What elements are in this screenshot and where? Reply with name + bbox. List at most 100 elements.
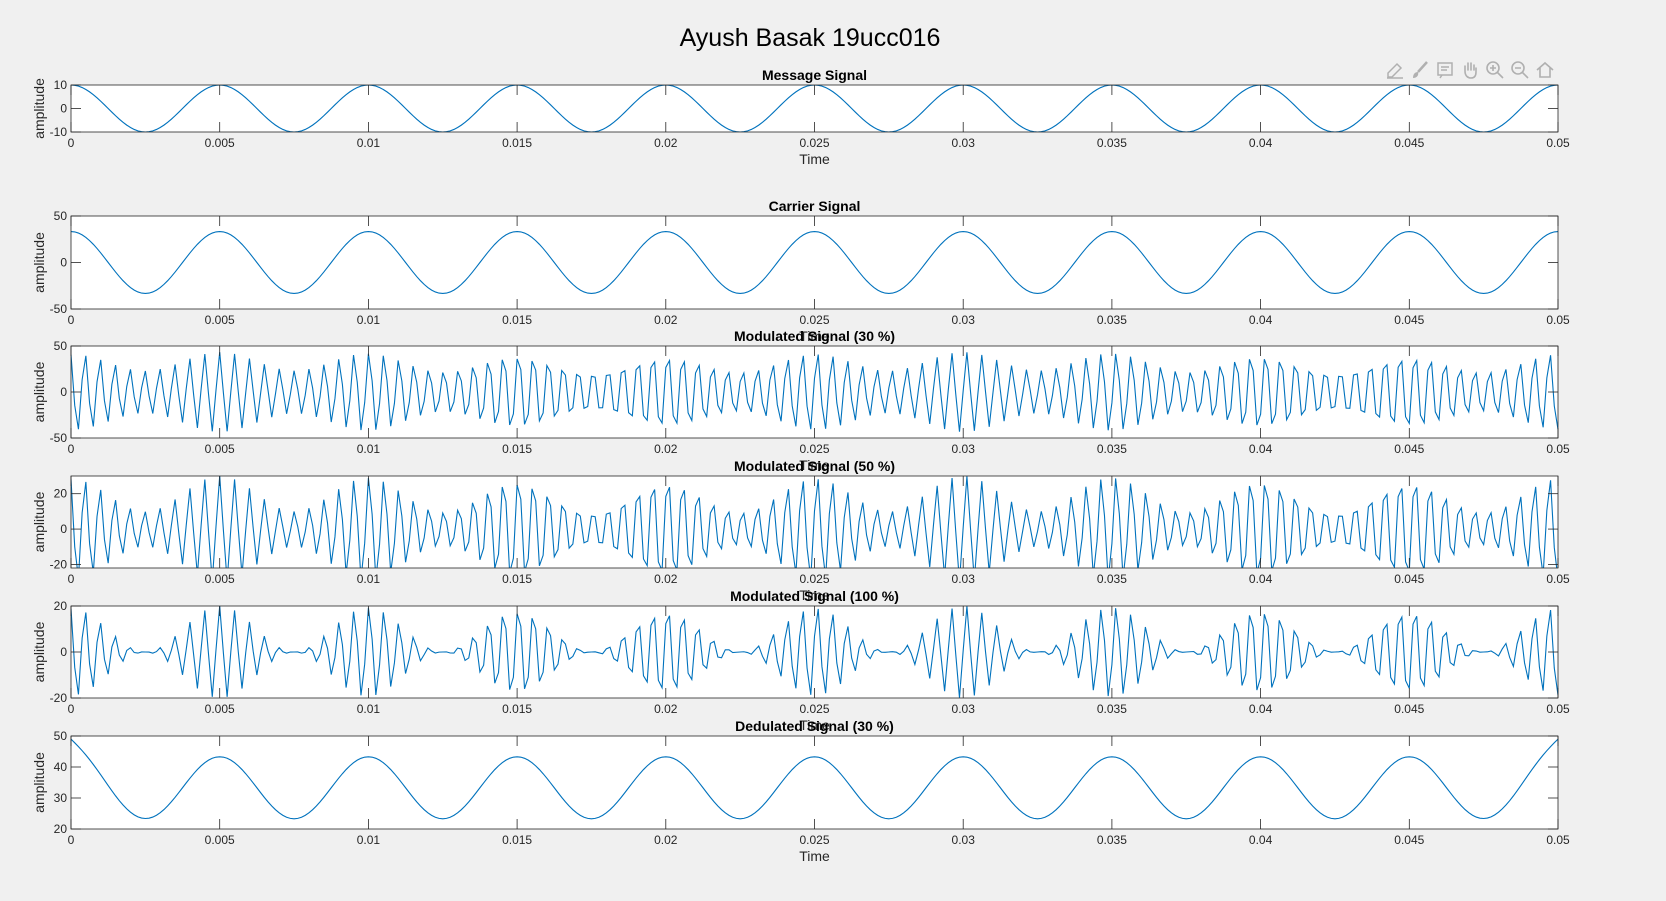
y-tick-label: 0: [60, 256, 67, 270]
x-tick-label: 0.03: [952, 572, 976, 586]
x-tick-label: 0.045: [1394, 833, 1424, 847]
x-tick-label: 0.01: [357, 833, 381, 847]
x-tick-label: 0.025: [799, 702, 829, 716]
x-tick-label: 0.015: [502, 313, 532, 327]
x-tick-label: 0.045: [1394, 136, 1424, 150]
edit-plot-icon: [1387, 62, 1403, 79]
x-tick-label: 0.025: [799, 136, 829, 150]
x-tick-label: 0: [68, 313, 75, 327]
pan-button[interactable]: [1459, 59, 1481, 81]
x-tick-label: 0.04: [1249, 442, 1273, 456]
x-axis-label: Time: [799, 328, 830, 344]
y-tick-label: -20: [50, 691, 68, 705]
plot-area[interactable]: [71, 736, 1558, 829]
x-tick-label: 0.045: [1394, 702, 1424, 716]
y-axis-label: amplitude: [31, 621, 47, 682]
y-tick-label: 10: [54, 78, 68, 92]
x-tick-label: 0: [68, 442, 75, 456]
x-tick-label: 0: [68, 572, 75, 586]
x-tick-label: 0: [68, 833, 75, 847]
subplot-6: 0 0.005 0.01 0.015 0.02 0.025 0.03 0.035 0.04 0.0…: [31, 718, 1570, 864]
x-tick-label: 0.025: [799, 833, 829, 847]
y-tick-label: -50: [50, 302, 68, 316]
subplot-title: Message Signal: [762, 67, 867, 83]
subplot-4: 0 0.005 0.01 0.015 0.02 0.025 0.03 0.035 0.04 0.0…: [31, 458, 1570, 603]
x-tick-label: 0: [68, 136, 75, 150]
y-tick-label: 50: [54, 339, 68, 353]
x-tick-label: 0.01: [357, 702, 381, 716]
subplot-title: Modulated Signal (100 %): [730, 588, 899, 604]
brush-button[interactable]: [1409, 59, 1431, 81]
x-tick-label: 0.03: [952, 442, 976, 456]
x-tick-label: 0.005: [205, 702, 235, 716]
x-tick-label: 0.045: [1394, 572, 1424, 586]
x-tick-label: 0.05: [1546, 313, 1570, 327]
x-tick-label: 0.01: [357, 572, 381, 586]
x-tick-label: 0.04: [1249, 702, 1273, 716]
x-axis-label: Time: [799, 587, 830, 603]
y-tick-label: 20: [54, 599, 68, 613]
plot-area[interactable]: [71, 606, 1558, 698]
x-tick-label: 0: [68, 702, 75, 716]
x-tick-label: 0.03: [952, 313, 976, 327]
y-tick-label: 20: [54, 822, 68, 836]
zoom-out-button[interactable]: [1509, 59, 1531, 81]
y-tick-label: 0: [60, 645, 67, 659]
x-tick-label: 0.025: [799, 313, 829, 327]
x-tick-label: 0.035: [1097, 833, 1127, 847]
x-tick-label: 0.015: [502, 442, 532, 456]
pan-icon: [1464, 62, 1477, 79]
edit-plot-button[interactable]: [1384, 59, 1406, 81]
data-tips-button[interactable]: [1434, 59, 1456, 81]
x-tick-label: 0.04: [1249, 833, 1273, 847]
y-tick-label: 0: [60, 385, 67, 399]
subplot-title: Modulated Signal (30 %): [734, 328, 895, 344]
y-tick-label: -50: [50, 431, 68, 445]
subplot-2: 0 0.005 0.01 0.015 0.02 0.025 0.03 0.035 0.04 0.0…: [31, 198, 1570, 344]
x-tick-label: 0.05: [1546, 833, 1570, 847]
figure-title: Ayush Basak 19ucc016: [679, 24, 941, 52]
plot-area[interactable]: [71, 346, 1558, 438]
y-tick-label: 40: [54, 760, 68, 774]
x-tick-label: 0.05: [1546, 572, 1570, 586]
brush-icon: [1413, 61, 1428, 78]
x-tick-label: 0.04: [1249, 136, 1273, 150]
y-tick-label: 0: [60, 102, 67, 116]
home-button[interactable]: [1534, 59, 1556, 81]
x-tick-label: 0.015: [502, 833, 532, 847]
x-tick-label: 0.035: [1097, 702, 1127, 716]
zoom-out-icon: [1511, 61, 1529, 79]
x-tick-label: 0.025: [799, 572, 829, 586]
x-tick-label: 0.015: [502, 702, 532, 716]
subplot-title: Modulated Signal (50 %): [734, 458, 895, 474]
x-tick-label: 0.05: [1546, 702, 1570, 716]
subplot-3: 0 0.005 0.01 0.015 0.02 0.025 0.03 0.035 0.04 0.0…: [31, 328, 1570, 473]
x-tick-label: 0.02: [654, 572, 678, 586]
axes-toolbar: [1384, 58, 1556, 82]
y-tick-label: 50: [54, 729, 68, 743]
plot-area[interactable]: [71, 476, 1558, 568]
x-axis-label: Time: [799, 848, 830, 864]
zoom-in-button[interactable]: [1484, 59, 1506, 81]
x-tick-label: 0.02: [654, 313, 678, 327]
x-tick-label: 0.03: [952, 833, 976, 847]
x-tick-label: 0.01: [357, 136, 381, 150]
x-tick-label: 0.005: [205, 572, 235, 586]
y-axis-label: amplitude: [31, 491, 47, 552]
y-axis-label: amplitude: [31, 752, 47, 813]
x-tick-label: 0.02: [654, 833, 678, 847]
x-tick-label: 0.03: [952, 136, 976, 150]
x-tick-label: 0.015: [502, 136, 532, 150]
x-tick-label: 0.035: [1097, 136, 1127, 150]
x-axis-label: Time: [799, 717, 830, 733]
y-tick-label: 50: [54, 209, 68, 223]
plot-area[interactable]: [71, 216, 1558, 309]
x-tick-label: 0.01: [357, 442, 381, 456]
x-tick-label: 0.05: [1546, 136, 1570, 150]
x-tick-label: 0.045: [1394, 442, 1424, 456]
y-axis-label: amplitude: [31, 232, 47, 293]
x-tick-label: 0.02: [654, 442, 678, 456]
series-line: [71, 352, 1558, 432]
x-tick-label: 0.005: [205, 833, 235, 847]
